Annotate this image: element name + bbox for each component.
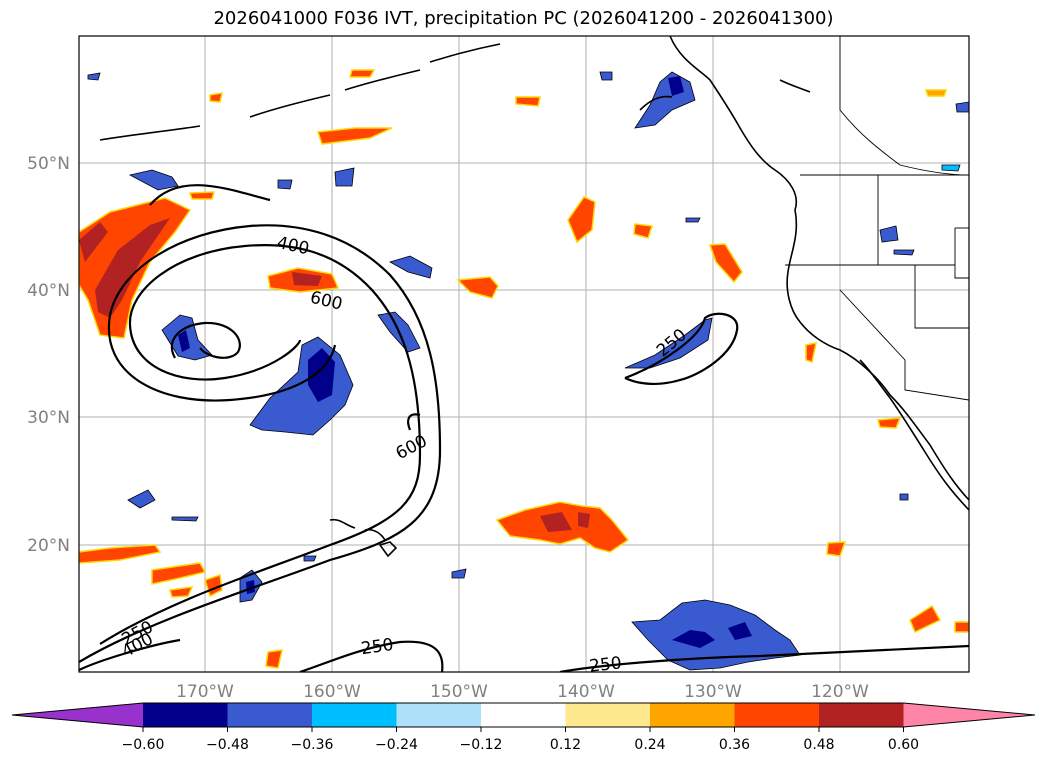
- colorbar-bin: [396, 703, 482, 727]
- map-title: 2026041000 F036 IVT, precipitation PC (2…: [213, 8, 834, 29]
- colorbar-bin: [481, 703, 566, 727]
- lat-label-40n: 40°N: [27, 281, 70, 301]
- colorbar-tick-label: 0.24: [634, 737, 665, 753]
- colorbar-extend-low: [12, 703, 143, 727]
- colorbar-bin: [565, 703, 651, 727]
- colorbar: −0.60 −0.48 −0.36 −0.24 −0.12 0.12 0.24 0.36 0.4…: [11, 702, 1036, 753]
- colorbar-bin: [819, 703, 904, 727]
- colorbar-tick-label: −0.12: [460, 737, 503, 753]
- lat-label-50n: 50°N: [27, 154, 70, 174]
- colorbar-bin: [143, 703, 228, 727]
- lon-label-130w: 130°W: [684, 682, 742, 702]
- lon-label-140w: 140°W: [557, 682, 615, 702]
- lon-label-120w: 120°W: [811, 682, 869, 702]
- ivt-contours: [79, 184, 969, 672]
- lon-label-150w: 150°W: [430, 682, 488, 702]
- coastlines: [99, 36, 969, 558]
- map-panel: [79, 36, 969, 672]
- colorbar-tick-label: −0.48: [206, 737, 249, 753]
- graticule: [79, 36, 969, 672]
- contour-label-250-south: 250: [360, 635, 395, 659]
- colorbar-bin: [734, 703, 820, 727]
- colorbar-tick-label: −0.36: [291, 737, 334, 753]
- longitude-labels: 170°W 160°W 150°W 140°W 130°W 120°W: [176, 682, 869, 702]
- lat-label-20n: 20°N: [27, 536, 70, 556]
- colorbar-bin: [650, 703, 735, 727]
- colorbar-bin: [227, 703, 313, 727]
- lon-label-170w: 170°W: [176, 682, 234, 702]
- colorbar-bin: [312, 703, 397, 727]
- colorbar-tick-label: 0.36: [719, 737, 750, 753]
- latitude-labels: 50°N 40°N 30°N 20°N: [27, 154, 70, 556]
- map-frame: [78, 35, 970, 673]
- borders: [785, 36, 969, 401]
- colorbar-tick-label: −0.60: [122, 737, 165, 753]
- colorbar-tick-label: 0.12: [550, 737, 581, 753]
- lon-label-160w: 160°W: [303, 682, 361, 702]
- lat-label-30n: 30°N: [27, 408, 70, 428]
- positive-precip-patches: [79, 69, 969, 669]
- contour-label-250-southeast: 250: [588, 653, 622, 676]
- colorbar-tick-label: 0.60: [888, 737, 919, 753]
- colorbar-tick-label: 0.48: [803, 737, 834, 753]
- colorbar-tick-label: −0.24: [375, 737, 418, 753]
- colorbar-extend-high: [903, 703, 1035, 727]
